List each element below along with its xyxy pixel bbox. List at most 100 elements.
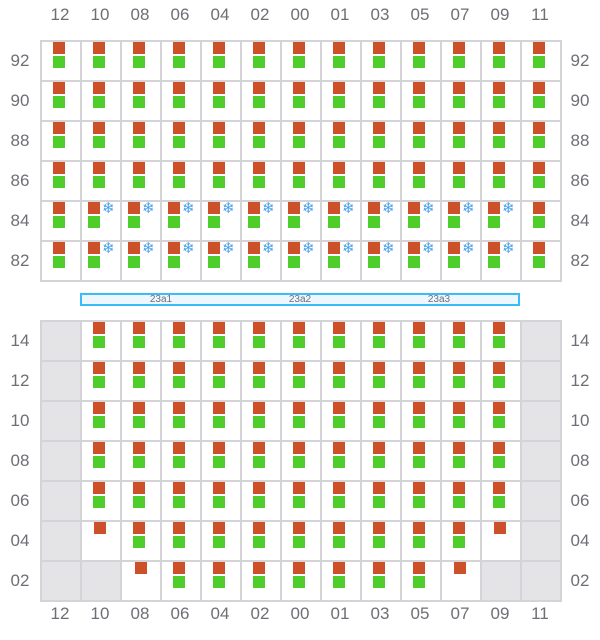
- slot-cell[interactable]: ❄: [122, 241, 162, 282]
- slot-cell[interactable]: [122, 122, 162, 162]
- hatch-cover[interactable]: 23a3: [360, 293, 520, 306]
- slot-cell[interactable]: [122, 482, 162, 522]
- slot-cell[interactable]: [242, 442, 282, 482]
- slot-cell[interactable]: [202, 522, 242, 562]
- slot-cell[interactable]: [122, 402, 162, 442]
- slot-cell[interactable]: [522, 162, 562, 202]
- slot-cell[interactable]: [322, 122, 362, 162]
- slot-cell[interactable]: [442, 82, 482, 122]
- blocked-slot[interactable]: [42, 562, 82, 602]
- slot-cell[interactable]: [162, 442, 202, 482]
- slot-cell[interactable]: [122, 522, 162, 562]
- slot-cell[interactable]: [122, 82, 162, 122]
- slot-cell[interactable]: [122, 42, 162, 82]
- slot-cell[interactable]: [402, 162, 442, 202]
- blocked-slot[interactable]: [522, 482, 562, 522]
- slot-cell[interactable]: [322, 562, 362, 602]
- slot-cell[interactable]: [482, 362, 522, 402]
- slot-cell[interactable]: [82, 322, 122, 362]
- slot-cell[interactable]: [362, 562, 402, 602]
- blocked-slot[interactable]: [482, 562, 522, 602]
- slot-cell[interactable]: [42, 42, 82, 82]
- slot-cell[interactable]: [442, 442, 482, 482]
- slot-cell[interactable]: ❄: [242, 241, 282, 282]
- slot-cell[interactable]: [162, 322, 202, 362]
- slot-cell[interactable]: [162, 482, 202, 522]
- slot-cell[interactable]: [362, 442, 402, 482]
- slot-cell[interactable]: [42, 162, 82, 202]
- slot-cell[interactable]: [442, 402, 482, 442]
- slot-cell[interactable]: [322, 362, 362, 402]
- slot-cell[interactable]: [42, 122, 82, 162]
- blocked-slot[interactable]: [522, 402, 562, 442]
- slot-cell[interactable]: [522, 202, 562, 242]
- slot-cell[interactable]: ❄: [402, 201, 442, 242]
- blocked-slot[interactable]: [42, 442, 82, 482]
- slot-cell[interactable]: [402, 122, 442, 162]
- slot-cell[interactable]: [482, 482, 522, 522]
- slot-cell[interactable]: [482, 82, 522, 122]
- slot-cell[interactable]: [482, 442, 522, 482]
- slot-cell[interactable]: [362, 322, 402, 362]
- slot-cell[interactable]: [322, 402, 362, 442]
- slot-cell[interactable]: [322, 162, 362, 202]
- slot-cell[interactable]: [162, 42, 202, 82]
- slot-cell[interactable]: ❄: [202, 241, 242, 282]
- blocked-slot[interactable]: [522, 442, 562, 482]
- slot-cell[interactable]: [242, 482, 282, 522]
- slot-cell[interactable]: [402, 322, 442, 362]
- slot-cell[interactable]: [242, 42, 282, 82]
- slot-cell[interactable]: [82, 522, 122, 562]
- slot-cell[interactable]: [162, 162, 202, 202]
- slot-cell[interactable]: [122, 442, 162, 482]
- slot-cell[interactable]: [402, 442, 442, 482]
- slot-cell[interactable]: [202, 162, 242, 202]
- slot-cell[interactable]: [402, 82, 442, 122]
- hatch-cover[interactable]: 23a2: [240, 293, 362, 306]
- slot-cell[interactable]: [402, 362, 442, 402]
- slot-cell[interactable]: ❄: [122, 201, 162, 242]
- slot-cell[interactable]: [282, 42, 322, 82]
- slot-cell[interactable]: [282, 482, 322, 522]
- slot-cell[interactable]: ❄: [82, 201, 122, 242]
- slot-cell[interactable]: [202, 562, 242, 602]
- slot-cell[interactable]: ❄: [242, 201, 282, 242]
- slot-cell[interactable]: [442, 162, 482, 202]
- slot-cell[interactable]: [442, 42, 482, 82]
- slot-cell[interactable]: [362, 82, 402, 122]
- slot-cell[interactable]: [282, 122, 322, 162]
- slot-cell[interactable]: [362, 162, 402, 202]
- slot-cell[interactable]: ❄: [82, 241, 122, 282]
- slot-cell[interactable]: ❄: [402, 241, 442, 282]
- slot-cell[interactable]: [42, 202, 82, 242]
- slot-cell[interactable]: [242, 402, 282, 442]
- slot-cell[interactable]: [42, 242, 82, 282]
- slot-cell[interactable]: ❄: [362, 201, 402, 242]
- blocked-slot[interactable]: [522, 362, 562, 402]
- slot-cell[interactable]: [202, 362, 242, 402]
- blocked-slot[interactable]: [42, 522, 82, 562]
- slot-cell[interactable]: [362, 402, 402, 442]
- slot-cell[interactable]: [522, 42, 562, 82]
- blocked-slot[interactable]: [42, 402, 82, 442]
- slot-cell[interactable]: [162, 522, 202, 562]
- slot-cell[interactable]: [362, 122, 402, 162]
- slot-cell[interactable]: [482, 42, 522, 82]
- slot-cell[interactable]: ❄: [482, 241, 522, 282]
- slot-cell[interactable]: [522, 82, 562, 122]
- slot-cell[interactable]: [82, 402, 122, 442]
- slot-cell[interactable]: [362, 362, 402, 402]
- slot-cell[interactable]: [82, 122, 122, 162]
- slot-cell[interactable]: [402, 562, 442, 602]
- slot-cell[interactable]: [482, 402, 522, 442]
- slot-cell[interactable]: [282, 362, 322, 402]
- slot-cell[interactable]: [402, 482, 442, 522]
- slot-cell[interactable]: ❄: [322, 241, 362, 282]
- slot-cell[interactable]: [522, 242, 562, 282]
- blocked-slot[interactable]: [522, 322, 562, 362]
- slot-cell[interactable]: [202, 402, 242, 442]
- slot-cell[interactable]: [82, 362, 122, 402]
- slot-cell[interactable]: [162, 82, 202, 122]
- slot-cell[interactable]: [402, 522, 442, 562]
- slot-cell[interactable]: [482, 162, 522, 202]
